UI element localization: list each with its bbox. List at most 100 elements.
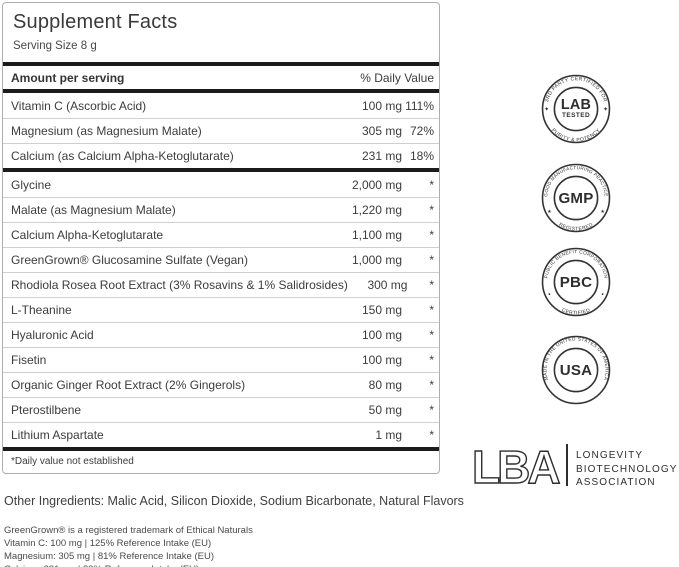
logo-line: LONGEVITY bbox=[576, 450, 644, 461]
panel-title: Supplement Facts bbox=[13, 11, 178, 33]
ingredient-name: Glycine bbox=[11, 177, 52, 192]
logo-divider bbox=[566, 444, 568, 486]
ingredient-name: Fisetin bbox=[11, 353, 47, 367]
ingredient-amount: 231 mg bbox=[361, 149, 402, 163]
dot-icon: • bbox=[548, 291, 551, 298]
seal-bottom-arc-text: PURITY & POTENCY bbox=[550, 127, 602, 143]
table-row: Calcium (as Calcium Alpha-Ketoglutarate)… bbox=[3, 143, 439, 168]
ingredient-name: Hyaluronic Acid bbox=[11, 328, 94, 342]
ingredient-dv: * bbox=[429, 428, 434, 442]
ingredient-dv: * bbox=[429, 303, 434, 317]
fine-print-line: Vitamin C: 100 mg | 125% Reference Intak… bbox=[4, 538, 212, 549]
ingredient-name: Lithium Aspartate bbox=[11, 428, 104, 442]
star-icon: ★ bbox=[600, 209, 605, 215]
ingredient-amount: 1,000 mg bbox=[351, 253, 402, 267]
ingredient-amount: 100 mg bbox=[361, 353, 402, 367]
col-daily-value: % Daily Value bbox=[360, 70, 434, 85]
seal-bottom-arc-text: REGISTERED bbox=[558, 222, 595, 233]
ingredient-amount: 100 mg bbox=[361, 98, 402, 113]
table-row: L-Theanine 150 mg * bbox=[3, 297, 439, 322]
divider-bar bbox=[3, 89, 439, 93]
ingredient-name: L-Theanine bbox=[11, 303, 72, 317]
ingredient-name: Calcium (as Calcium Alpha-Ketoglutarate) bbox=[11, 149, 234, 163]
table-row: Calcium Alpha-Ketoglutarate 1,100 mg * bbox=[3, 222, 439, 247]
ingredient-name: Magnesium (as Magnesium Malate) bbox=[11, 124, 202, 138]
ingredient-dv: * bbox=[429, 328, 434, 342]
ingredient-amount: 1,100 mg bbox=[351, 228, 402, 242]
table-row: Fisetin 100 mg * bbox=[3, 347, 439, 372]
ingredient-dv: * bbox=[429, 278, 434, 292]
ingredient-dv: * bbox=[429, 203, 434, 217]
fine-print-line: Magnesium: 305 mg | 81% Reference Intake… bbox=[4, 551, 214, 562]
footnote: *Daily value not established bbox=[11, 456, 134, 467]
pbc-seal: PUBLIC BENEFIT CORPORATION CERTIFIED • •… bbox=[541, 247, 611, 316]
ingredient-name: Organic Ginger Root Extract (2% Gingerol… bbox=[11, 378, 246, 392]
diamond-icon: ✦ bbox=[544, 106, 549, 113]
logo-line: ASSOCIATION bbox=[576, 477, 656, 488]
ingredient-dv: * bbox=[429, 403, 434, 417]
fine-print-line: Calcium: 231 mg | 29% Reference Intake (… bbox=[4, 563, 464, 567]
diamond-icon: ✦ bbox=[603, 106, 608, 113]
ingredient-amount: 1 mg bbox=[375, 428, 402, 442]
other-rows-group: Glycine 2,000 mg * Malate (as Magnesium … bbox=[3, 172, 439, 447]
ingredient-dv: * bbox=[429, 253, 434, 267]
seal-center-text: LAB bbox=[561, 97, 591, 113]
logo-wordmark: LONGEVITY BIOTECHNOLOGY ASSOCIATION bbox=[576, 449, 678, 490]
ingredient-name: Pterostilbene bbox=[11, 403, 82, 417]
ingredient-dv: * bbox=[429, 353, 434, 367]
fine-print-line: GreenGrown® is a registered trademark of… bbox=[4, 525, 253, 536]
ingredient-name: Calcium Alpha-Ketoglutarate bbox=[11, 228, 164, 242]
seal-center-text: USA bbox=[560, 362, 593, 379]
ingredient-name: Rhodiola Rosea Root Extract (3% Rosavins… bbox=[11, 278, 348, 292]
divider-bar bbox=[3, 447, 439, 451]
lab-tested-seal: 3RD PARTY CERTIFIED FOR PURITY & POTENCY… bbox=[541, 74, 611, 143]
ingredient-amount: 80 mg bbox=[368, 378, 402, 392]
col-amount-per-serving: Amount per serving bbox=[11, 70, 125, 85]
ingredient-name: GreenGrown® Glucosamine Sulfate (Vegan) bbox=[11, 253, 248, 267]
divider-bar bbox=[3, 168, 439, 172]
ingredient-dv: 111% bbox=[405, 98, 434, 113]
supplement-facts-panel: Supplement Facts Serving Size 8 g Amount… bbox=[2, 2, 440, 474]
table-row: Lithium Aspartate 1 mg * bbox=[3, 422, 439, 447]
lba-logo: LBA bbox=[471, 440, 563, 493]
table-row: Glycine 2,000 mg * bbox=[3, 172, 439, 197]
seal-center-text: GMP bbox=[558, 190, 593, 207]
table-row: Organic Ginger Root Extract (2% Gingerol… bbox=[3, 372, 439, 397]
ingredient-amount: 305 mg bbox=[361, 124, 402, 138]
ingredient-name: Malate (as Magnesium Malate) bbox=[11, 203, 176, 217]
fine-print: GreenGrown® is a registered trademark of… bbox=[4, 524, 464, 567]
ingredient-amount: 100 mg bbox=[361, 328, 402, 342]
ingredient-dv: * bbox=[429, 177, 434, 192]
ingredient-amount: 300 mg bbox=[367, 278, 408, 292]
gmp-seal: GOOD MANUFACTURING PRACTICE REGISTERED ★… bbox=[541, 163, 611, 233]
divider-bar bbox=[3, 62, 439, 66]
seal-bottom-arc-text: CERTIFIED bbox=[561, 307, 592, 316]
dv-rows-group: Vitamin C (Ascorbic Acid) 100 mg 111% Ma… bbox=[3, 93, 439, 168]
usa-seal: MADE IN THE UNITED STATES OF AMERICA USA bbox=[541, 335, 611, 405]
table-row: Rhodiola Rosea Root Extract (3% Rosavins… bbox=[3, 272, 439, 297]
table-row: GreenGrown® Glucosamine Sulfate (Vegan) … bbox=[3, 247, 439, 272]
ingredient-amount: 50 mg bbox=[368, 403, 402, 417]
column-headers: Amount per serving % Daily Value bbox=[3, 66, 439, 89]
table-row: Hyaluronic Acid 100 mg * bbox=[3, 322, 439, 347]
seal-center-subtext: TESTED bbox=[562, 112, 590, 119]
ingredient-dv: 18% bbox=[409, 149, 434, 163]
logo-line: BIOTECHNOLOGY bbox=[576, 463, 678, 475]
ingredient-amount: 150 mg bbox=[361, 303, 402, 317]
table-row: Pterostilbene 50 mg * bbox=[3, 397, 439, 422]
table-row: Vitamin C (Ascorbic Acid) 100 mg 111% bbox=[3, 93, 439, 118]
serving-size: Serving Size 8 g bbox=[13, 40, 97, 52]
ingredient-dv: * bbox=[429, 378, 434, 392]
seal-center-text: PBC bbox=[560, 274, 593, 291]
panel-header: Supplement Facts Serving Size 8 g bbox=[3, 3, 439, 62]
lba-monogram: LBA bbox=[472, 441, 559, 493]
ingredient-dv: 72% bbox=[409, 124, 434, 138]
table-row: Malate (as Magnesium Malate) 1,220 mg * bbox=[3, 197, 439, 222]
star-icon: ★ bbox=[547, 209, 552, 215]
ingredient-amount: 1,220 mg bbox=[351, 203, 402, 217]
ingredient-dv: * bbox=[429, 228, 434, 242]
other-ingredients: Other Ingredients: Malic Acid, Silicon D… bbox=[4, 494, 464, 508]
dot-icon: • bbox=[602, 291, 605, 298]
table-row: Magnesium (as Magnesium Malate) 305 mg 7… bbox=[3, 118, 439, 143]
